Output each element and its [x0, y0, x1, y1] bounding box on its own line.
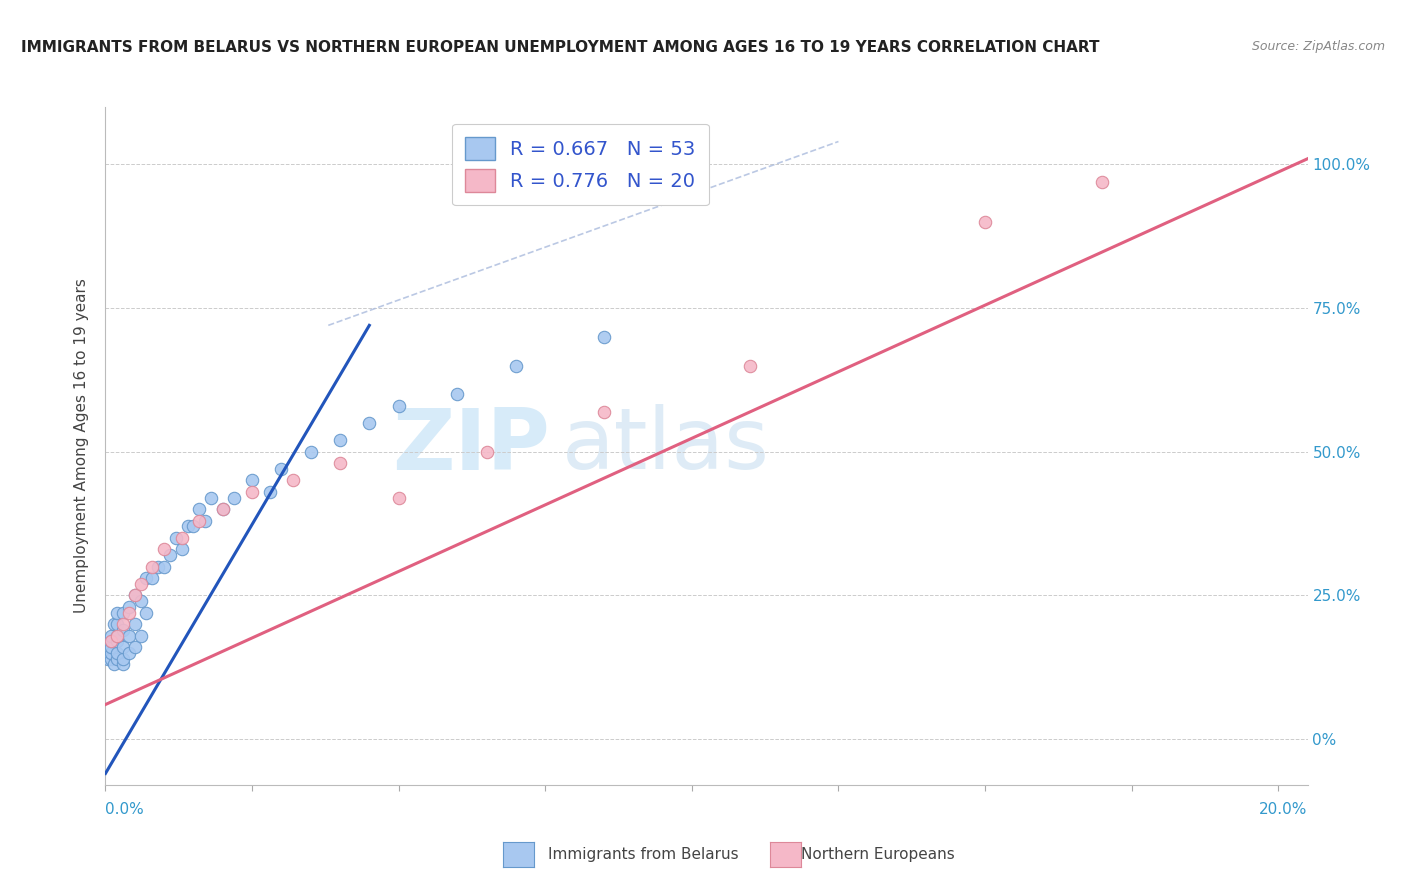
- Point: [194, 514, 217, 528]
- Point: [153, 542, 176, 557]
- Y-axis label: Unemployment Among Ages 16 to 19 years: Unemployment Among Ages 16 to 19 years: [75, 278, 90, 614]
- Point: [118, 646, 141, 660]
- Point: [183, 519, 205, 533]
- Point: [129, 594, 152, 608]
- Point: [124, 588, 146, 602]
- Point: [446, 387, 468, 401]
- Point: [505, 359, 527, 373]
- Point: [176, 519, 198, 533]
- Point: [124, 617, 146, 632]
- Point: [259, 485, 281, 500]
- Point: [100, 634, 122, 648]
- Point: [118, 599, 141, 614]
- Point: [97, 640, 120, 654]
- Point: [170, 542, 193, 557]
- Point: [112, 651, 135, 665]
- Point: [112, 657, 135, 672]
- Text: Source: ZipAtlas.com: Source: ZipAtlas.com: [1251, 40, 1385, 54]
- Point: [475, 444, 498, 458]
- Point: [103, 617, 125, 632]
- Point: [118, 606, 141, 620]
- Point: [211, 502, 233, 516]
- Point: [141, 571, 163, 585]
- Point: [188, 514, 211, 528]
- Point: [593, 330, 616, 344]
- Text: Immigrants from Belarus: Immigrants from Belarus: [548, 847, 740, 862]
- Text: 20.0%: 20.0%: [1260, 802, 1308, 816]
- Point: [165, 531, 187, 545]
- Point: [129, 629, 152, 643]
- Point: [100, 640, 122, 654]
- Point: [141, 559, 163, 574]
- Point: [974, 215, 997, 229]
- Legend: R = 0.667   N = 53, R = 0.776   N = 20: R = 0.667 N = 53, R = 0.776 N = 20: [451, 123, 709, 205]
- Point: [200, 491, 222, 505]
- Point: [105, 617, 128, 632]
- Point: [97, 651, 120, 665]
- Point: [105, 646, 128, 660]
- Point: [105, 651, 128, 665]
- Point: [105, 634, 128, 648]
- Point: [112, 617, 135, 632]
- Point: [148, 559, 170, 574]
- Point: [740, 359, 762, 373]
- Point: [112, 623, 135, 637]
- Point: [1091, 175, 1114, 189]
- Point: [105, 606, 128, 620]
- Point: [329, 434, 352, 448]
- Point: [105, 629, 128, 643]
- Point: [100, 634, 122, 648]
- Text: 0.0%: 0.0%: [105, 802, 145, 816]
- Point: [211, 502, 233, 516]
- Point: [100, 629, 122, 643]
- Point: [118, 629, 141, 643]
- Point: [329, 456, 352, 470]
- Point: [100, 646, 122, 660]
- Text: Northern Europeans: Northern Europeans: [801, 847, 955, 862]
- Point: [112, 640, 135, 654]
- Point: [224, 491, 246, 505]
- Point: [124, 588, 146, 602]
- Point: [100, 651, 122, 665]
- Point: [388, 399, 411, 413]
- Point: [270, 462, 292, 476]
- Point: [112, 606, 135, 620]
- Point: [388, 491, 411, 505]
- Point: [105, 629, 128, 643]
- Point: [129, 577, 152, 591]
- Point: [135, 606, 157, 620]
- Point: [359, 416, 381, 430]
- Point: [170, 531, 193, 545]
- Point: [124, 640, 146, 654]
- Point: [281, 474, 304, 488]
- Point: [103, 657, 125, 672]
- Point: [299, 444, 322, 458]
- Point: [153, 559, 176, 574]
- Point: [159, 548, 181, 562]
- Point: [240, 485, 263, 500]
- Text: IMMIGRANTS FROM BELARUS VS NORTHERN EUROPEAN UNEMPLOYMENT AMONG AGES 16 TO 19 YE: IMMIGRANTS FROM BELARUS VS NORTHERN EURO…: [21, 40, 1099, 55]
- Point: [188, 502, 211, 516]
- Text: atlas: atlas: [562, 404, 770, 488]
- Text: ZIP: ZIP: [392, 404, 550, 488]
- Point: [240, 474, 263, 488]
- Point: [135, 571, 157, 585]
- Point: [593, 404, 616, 418]
